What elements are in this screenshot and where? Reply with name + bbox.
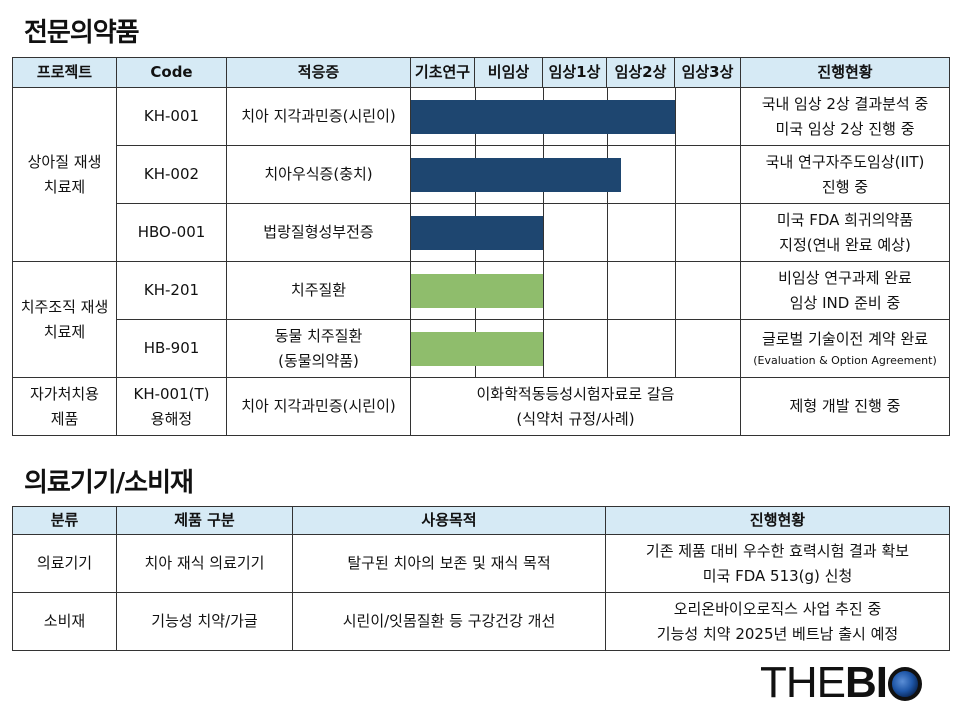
section-title-device-consumer: 의료기기/소비재 [24, 468, 194, 498]
header-stage-preclinical: 비임상 [474, 57, 543, 88]
header-project: 프로젝트 [12, 57, 117, 88]
progress-bar [411, 157, 621, 192]
product-cell: 기능성 치약/가글 [116, 592, 293, 651]
header-stage-phase2: 임상2상 [606, 57, 675, 88]
indication-cell: 동물 치주질환 (동물의약품) [226, 319, 411, 378]
progress-cell [410, 87, 741, 146]
header-stage-phase1: 임상1상 [542, 57, 607, 88]
progress-bar [411, 273, 543, 308]
purpose-cell: 시린이/잇몸질환 등 구강건강 개선 [292, 592, 606, 651]
code-cell: KH-002 [116, 145, 227, 204]
thebio-logo: THEBI [760, 660, 922, 706]
table-row: 의료기기 치아 재식 의료기기 탈구된 치아의 보존 및 재식 목적 기존 제품… [12, 534, 950, 593]
header-code: Code [116, 57, 227, 88]
header-indication: 적응증 [226, 57, 411, 88]
status-cell: 오리온바이오로직스 사업 추진 중 기능성 치약 2025년 베트남 출시 예정 [605, 592, 950, 651]
code-cell: HBO-001 [116, 203, 227, 262]
code-cell: HB-901 [116, 319, 227, 378]
table-row: KH-002 치아우식증(충치) 국내 연구자주도임상(IIT) 진행 중 [13, 145, 950, 204]
indication-cell: 치아우식증(충치) [226, 145, 411, 204]
table-row: 자가처치용 제품 KH-001(T) 용해정 치아 지각과민증(시린이) 이화학적동… [12, 377, 950, 436]
header-status: 진행현황 [605, 506, 950, 535]
group-label: 치주조직 재생 치료제 [12, 261, 117, 378]
section-title-prescription: 전문의약품 [24, 18, 140, 48]
table-row: 상아질 재생 치료제 KH-001 치아 지각과민증(시린이) 국내 임상 2상 … [12, 87, 950, 262]
progress-bar [411, 99, 675, 134]
header-category: 분류 [12, 506, 117, 535]
header-status: 진행현황 [740, 57, 950, 88]
product-cell: 치아 재식 의료기기 [116, 534, 293, 593]
table-header-row: 프로젝트 Code 적응증 기초연구 비임상 임상1상 임상2상 임상3상 진행… [12, 57, 950, 88]
logo-globe-icon [888, 667, 922, 701]
indication-cell: 치아 지각과민증(시린이) [226, 87, 411, 146]
code-cell: KH-001 [116, 87, 227, 146]
status-cell: 글로벌 기술이전 계약 완료 (Evaluation & Option Agree… [740, 319, 950, 378]
progress-bar [411, 331, 543, 366]
group-label: 상아질 재생 치료제 [12, 87, 117, 262]
status-cell: 국내 연구자주도임상(IIT) 진행 중 [740, 145, 950, 204]
status-cell: 기존 제품 대비 우수한 효력시험 결과 확보 미국 FDA 513(g) 신청 [605, 534, 950, 593]
category-cell: 소비재 [12, 592, 117, 651]
progress-bar [411, 215, 543, 250]
status-cell: 미국 FDA 희귀의약품 지정(연내 완료 예상) [740, 203, 950, 262]
pipeline-table: 프로젝트 Code 적응증 기초연구 비임상 임상1상 임상2상 임상3상 진행… [12, 57, 950, 436]
purpose-cell: 탈구된 치아의 보존 및 재식 목적 [292, 534, 606, 593]
group-label: 자가처치용 제품 [12, 377, 117, 436]
status-cell: 제형 개발 진행 중 [740, 377, 950, 436]
table-header-row: 분류 제품 구분 사용목적 진행현황 [12, 506, 950, 535]
category-cell: 의료기기 [12, 534, 117, 593]
indication-cell: 법랑질형성부전증 [226, 203, 411, 262]
indication-cell: 치주질환 [226, 261, 411, 320]
table-row: 치주조직 재생 치료제 KH-201 치주질환 비임상 연구과제 완료 임상 IND… [12, 261, 950, 378]
table-row: HBO-001 법랑질형성부전증 미국 FDA 희귀의약품 지정(연내 완료 예상… [13, 203, 950, 262]
indication-cell: 치아 지각과민증(시린이) [226, 377, 411, 436]
header-product: 제품 구분 [116, 506, 293, 535]
progress-cell [410, 145, 741, 204]
status-cell: 비임상 연구과제 완료 임상 IND 준비 중 [740, 261, 950, 320]
table-row: HB-901 동물 치주질환 (동물의약품) 글로벌 기술이전 계약 완료 (Eva… [13, 319, 950, 378]
header-purpose: 사용목적 [292, 506, 606, 535]
code-cell: KH-001(T) 용해정 [116, 377, 227, 436]
table-row: 소비재 기능성 치약/가글 시린이/잇몸질환 등 구강건강 개선 오리온바이오로… [12, 592, 950, 651]
device-table: 분류 제품 구분 사용목적 진행현황 의료기기 치아 재식 의료기기 탈구된 치… [12, 506, 950, 651]
progress-cell [410, 319, 741, 378]
progress-cell [410, 261, 741, 320]
header-stage-phase3: 임상3상 [674, 57, 741, 88]
progress-cell [410, 203, 741, 262]
code-cell: KH-201 [116, 261, 227, 320]
progress-text-cell: 이화학적동등성시험자료로 갈음 (식약처 규정/사례) [410, 377, 741, 436]
status-cell: 국내 임상 2상 결과분석 중 미국 임상 2상 진행 중 [740, 87, 950, 146]
header-stage-basic: 기초연구 [410, 57, 475, 88]
